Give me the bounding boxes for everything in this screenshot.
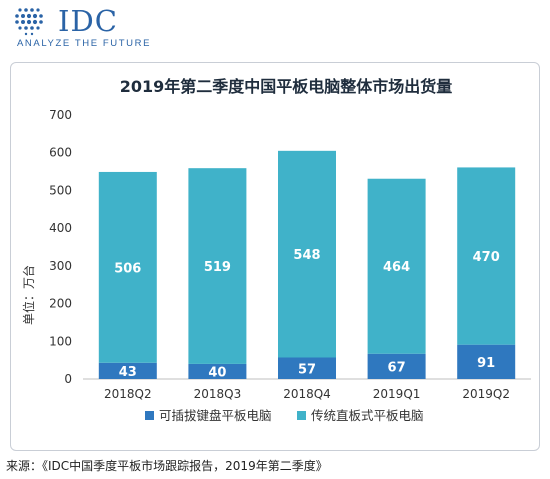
bar-value-label: 464 [383, 260, 410, 275]
bar-value-label: 519 [204, 260, 231, 275]
y-tick-label: 700 [49, 108, 72, 122]
logo-wordmark: IDC [58, 4, 118, 38]
y-tick-label: 0 [64, 372, 72, 386]
bar-value-label: 91 [477, 356, 495, 371]
y-axis-label: 单位：万台 [21, 265, 36, 325]
bar-segment [188, 363, 247, 379]
idc-logo: IDC ANALYZE THE FUTURE [10, 4, 160, 52]
bar-segment [457, 167, 516, 345]
x-axis-ticks: 2018Q2 2018Q3 2018Q4 2019Q1 2019Q2 [104, 387, 510, 401]
bar-segment [98, 362, 157, 379]
bar-segment [367, 178, 426, 354]
bar-value-label: 470 [473, 250, 500, 265]
legend-label: 可插拔键盘平板电脑 [159, 408, 272, 423]
x-tick-label: 2018Q4 [283, 387, 331, 401]
bar-segment [367, 353, 426, 379]
bars: 43 506 40 519 57 548 67 464 91 470 [98, 150, 516, 380]
chart-panel: 2019年第二季度中国平板电脑整体市场出货量 单位：万台 0 100 200 300 4… [10, 62, 540, 451]
y-tick-label: 300 [49, 259, 72, 273]
x-tick-label: 2018Q2 [104, 387, 152, 401]
y-axis-ticks: 0 100 200 300 400 500 600 700 [49, 108, 72, 386]
y-tick-label: 200 [49, 297, 72, 311]
x-tick-label: 2018Q3 [194, 387, 242, 401]
bar-value-label: 548 [293, 248, 320, 263]
bar-segment [278, 357, 336, 379]
chart-title: 2019年第二季度中国平板电脑整体市场出货量 [120, 77, 453, 96]
logo-tagline: ANALYZE THE FUTURE [17, 38, 152, 49]
legend: 可插拔键盘平板电脑 传统直板式平板电脑 [145, 408, 424, 423]
bar-segment [278, 150, 336, 358]
bar-segment [188, 168, 247, 364]
bar-value-label: 506 [114, 261, 141, 276]
x-tick-label: 2019Q1 [373, 387, 421, 401]
y-tick-label: 100 [49, 334, 72, 348]
x-tick-label: 2019Q2 [462, 387, 510, 401]
legend-label: 传统直板式平板电脑 [311, 408, 424, 423]
bar-segment [457, 344, 516, 379]
y-tick-label: 600 [49, 146, 72, 160]
source-note: 来源：《IDC中国季度平板市场跟踪报告，2019年第二季度》 [6, 459, 328, 473]
bar-value-label: 40 [208, 365, 226, 380]
bar-value-label: 43 [119, 365, 137, 380]
legend-swatch [145, 411, 154, 420]
legend-swatch [297, 411, 306, 420]
bar-segment [98, 171, 157, 363]
y-tick-label: 500 [49, 183, 72, 197]
y-tick-label: 400 [49, 221, 72, 235]
stacked-bar-chart: 2019年第二季度中国平板电脑整体市场出货量 单位：万台 0 100 200 300 4… [21, 77, 531, 423]
bar-value-label: 67 [388, 360, 406, 375]
bar-value-label: 57 [298, 362, 316, 377]
idc-globe-icon [15, 8, 43, 36]
